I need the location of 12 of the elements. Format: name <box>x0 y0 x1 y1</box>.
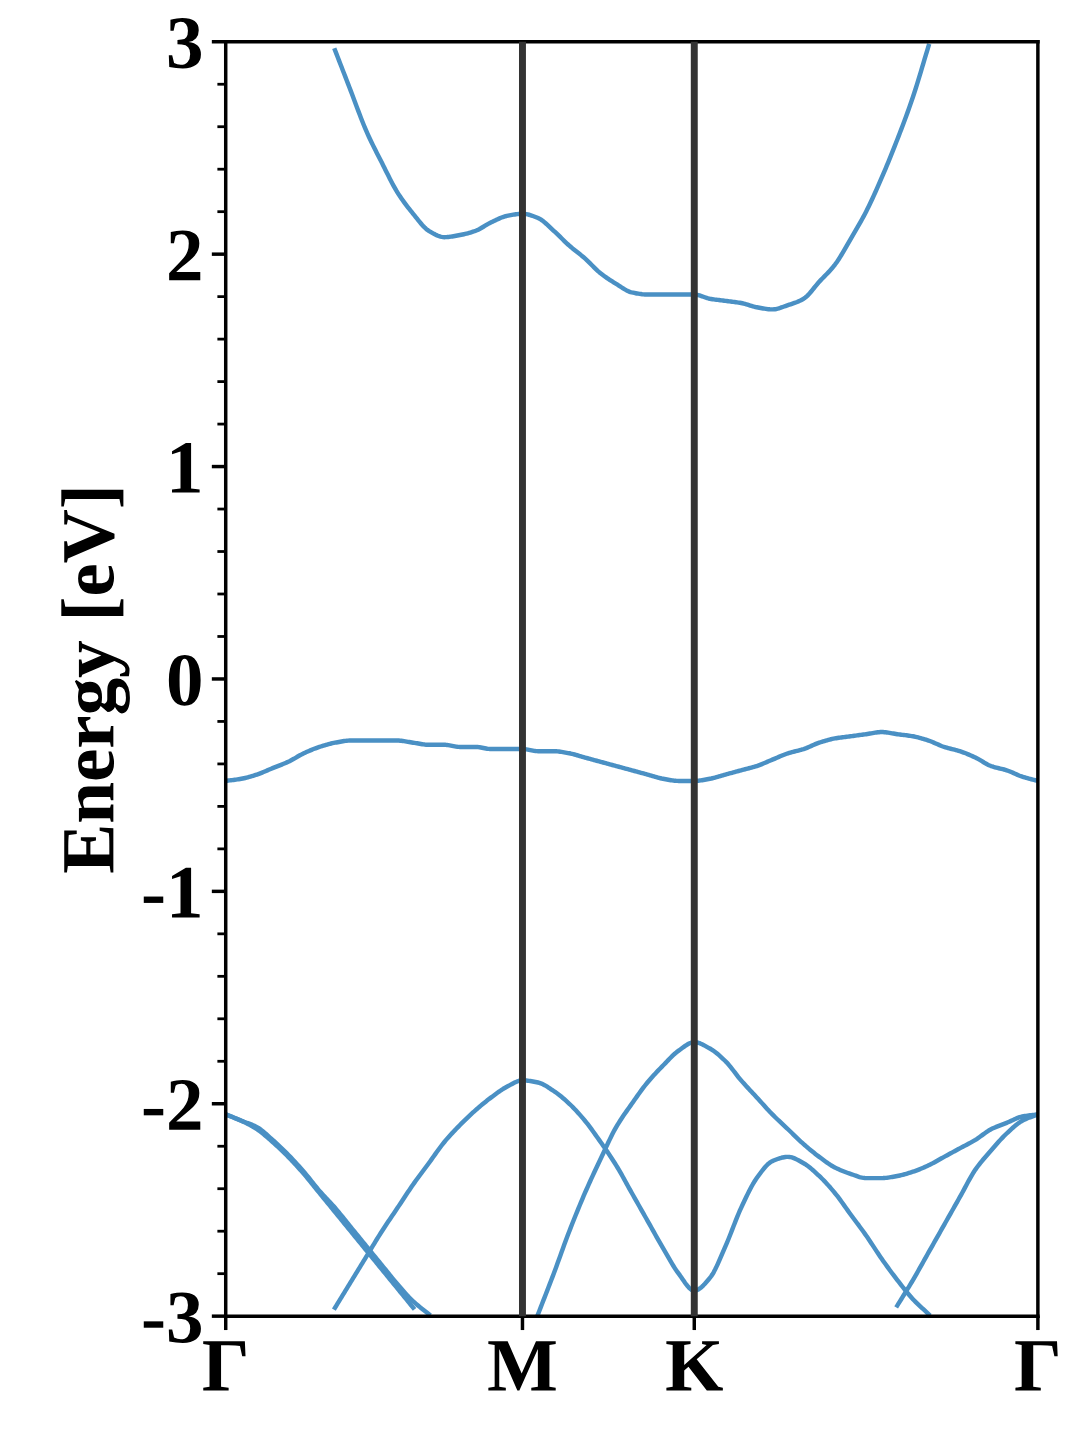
y-tick-label: 2 <box>169 230 201 281</box>
y-tick-label: -2 <box>143 1080 201 1130</box>
x-tick-label: Γ <box>1015 1341 1058 1391</box>
y-tick-label: -3 <box>143 1292 201 1343</box>
y-tick-label: 0 <box>168 655 201 706</box>
x-tick-label: K <box>666 1341 723 1391</box>
y-axis-title: Energy [eV] <box>61 489 130 873</box>
y-tick-label: 3 <box>168 18 201 69</box>
y-tick-label: 1 <box>172 443 200 493</box>
y-tick-label: -1 <box>143 867 200 918</box>
x-tick-label: Γ <box>203 1341 246 1391</box>
x-tick-label: M <box>488 1341 556 1391</box>
